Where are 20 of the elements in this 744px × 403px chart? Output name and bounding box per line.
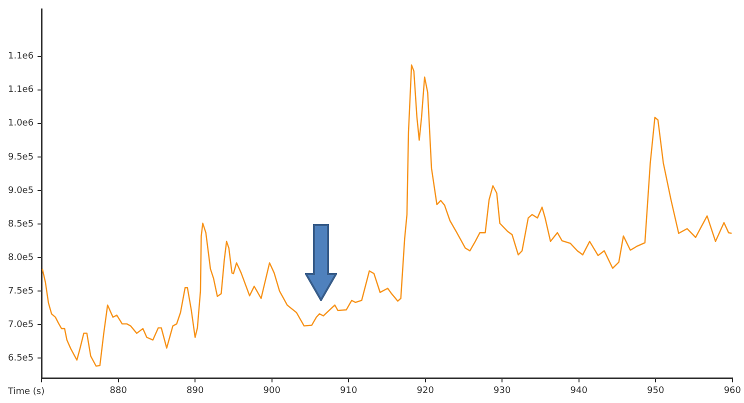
y-tick-label: 7.5e5 bbox=[8, 286, 34, 296]
y-tick-label: 1.0e6 bbox=[8, 118, 34, 129]
x-tick-label: 930 bbox=[494, 386, 511, 396]
y-tick-label: 8.5e5 bbox=[8, 219, 34, 230]
y-tick-label: 9.5e5 bbox=[8, 152, 34, 162]
x-tick-label: 900 bbox=[263, 386, 281, 396]
y-tick-label: 7.0e5 bbox=[8, 320, 34, 330]
x-tick-label: 950 bbox=[647, 386, 665, 396]
y-tick-label: 8.0e5 bbox=[8, 252, 34, 263]
y-tick-label: 1.1e6 bbox=[8, 52, 34, 62]
x-axis-title: Time (s) bbox=[7, 387, 45, 398]
y-tick-label: 6.5e5 bbox=[8, 353, 34, 364]
x-tick-label: 910 bbox=[340, 386, 358, 396]
x-tick-label: 960 bbox=[724, 386, 742, 396]
x-tick-label: 940 bbox=[570, 386, 588, 396]
y-tick-label: 1.1e6 bbox=[8, 85, 34, 96]
x-tick-label: 890 bbox=[186, 386, 204, 396]
x-tick-label: 920 bbox=[416, 386, 434, 396]
y-tick-label: 9.0e5 bbox=[8, 186, 34, 196]
x-tick-label: 880 bbox=[110, 386, 128, 396]
